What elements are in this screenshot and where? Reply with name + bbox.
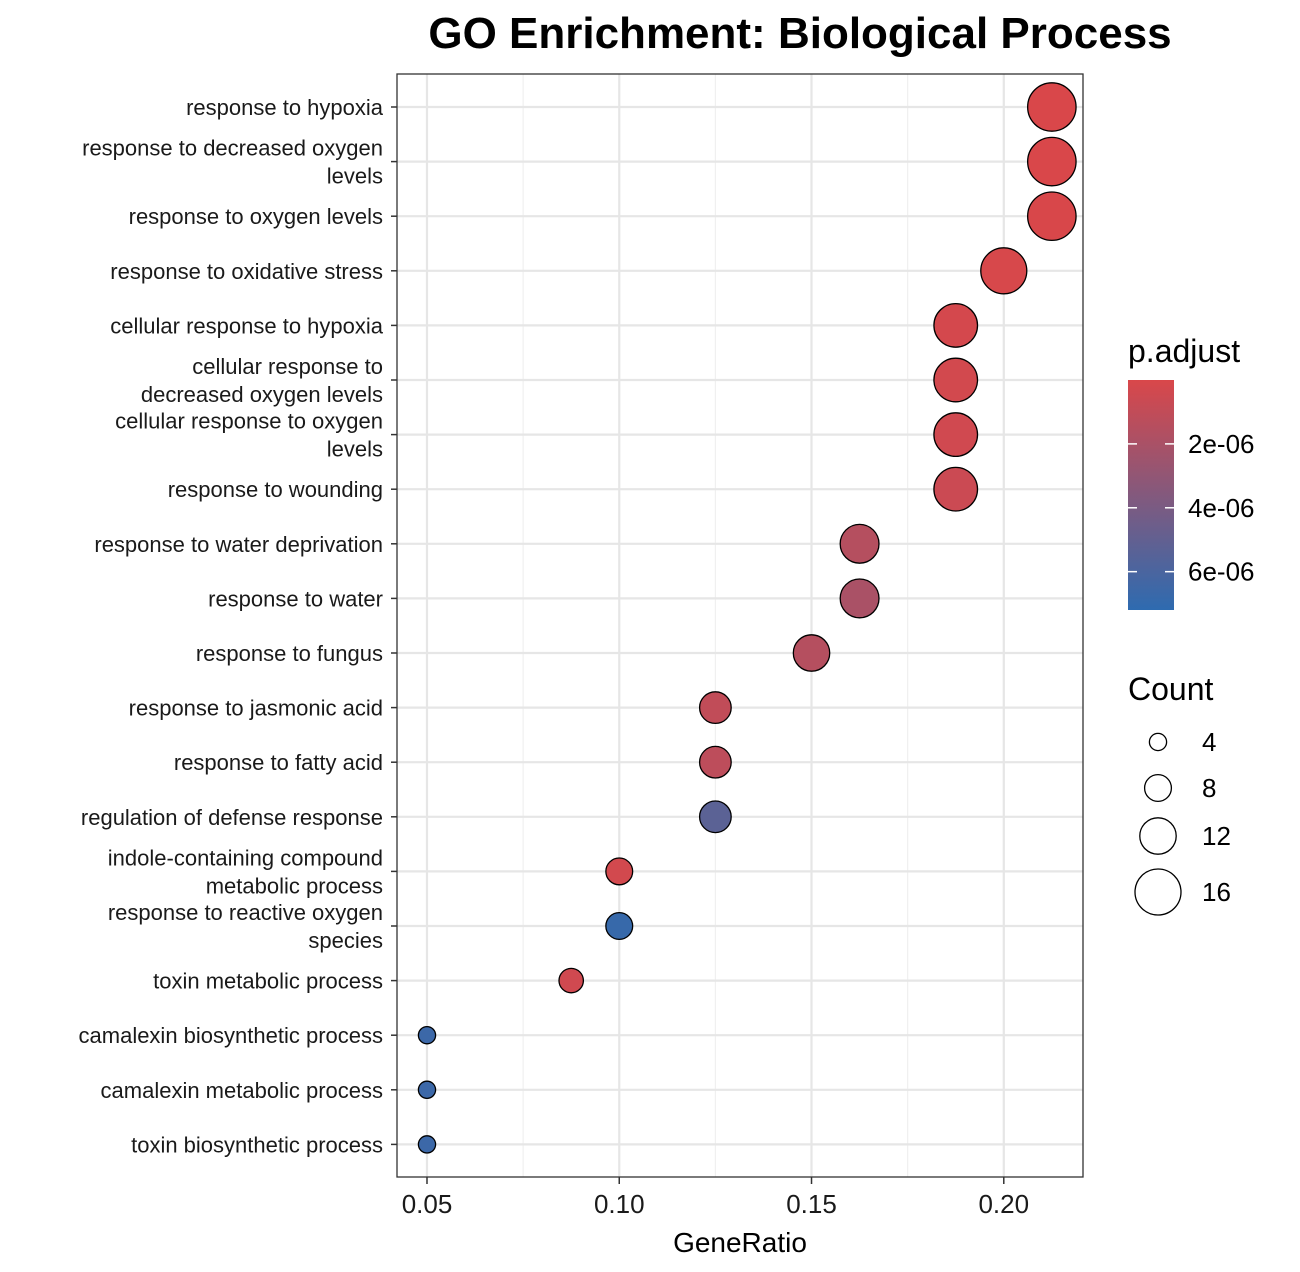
size-legend-key — [1134, 868, 1182, 916]
x-axis: 0.05 0.10 0.15 0.20 — [402, 1177, 1029, 1219]
size-legend-title: Count — [1128, 671, 1214, 707]
data-point — [417, 1025, 437, 1045]
x-tick-label: 0.10 — [594, 1189, 645, 1219]
data-point — [698, 691, 732, 725]
size-legend-label: 8 — [1202, 773, 1216, 803]
y-tick-label: response to decreased oxygen levels — [82, 136, 383, 189]
y-axis: response to hypoxia response to decreased… — [79, 95, 397, 1157]
x-tick-label: 0.15 — [786, 1189, 837, 1219]
y-tick-label: toxin metabolic process — [153, 969, 383, 994]
x-tick-label: 0.05 — [402, 1189, 453, 1219]
y-tick-label: regulation of defense response — [81, 805, 383, 830]
data-point — [933, 357, 979, 403]
color-legend: p.adjust 2e-06 4e-06 6e-06 — [1128, 333, 1255, 610]
color-legend-label: 2e-06 — [1188, 429, 1255, 459]
data-point — [417, 1135, 437, 1154]
y-tick-label: response to fungus — [196, 641, 383, 666]
y-tick-label: indole-containing compound metabolic proc… — [108, 845, 383, 898]
size-legend-key — [1143, 773, 1173, 803]
data-point — [1027, 136, 1077, 187]
y-tick-label: response to wounding — [168, 477, 383, 502]
chart-title: GO Enrichment: Biological Process — [428, 9, 1171, 58]
data-point — [417, 1080, 437, 1100]
y-tick-label: camalexin biosynthetic process — [79, 1023, 383, 1048]
size-legend-label: 16 — [1202, 877, 1231, 907]
y-tick-label: response to water deprivation — [94, 532, 383, 557]
x-tick-label: 0.20 — [978, 1189, 1029, 1219]
size-legend-label: 4 — [1202, 727, 1216, 757]
size-legend-label: 12 — [1202, 821, 1231, 851]
y-tick-label: response to jasmonic acid — [129, 696, 383, 721]
y-tick-label: cellular response to decreased oxygen lev… — [141, 354, 383, 407]
data-point — [839, 578, 880, 619]
color-bar — [1128, 380, 1174, 610]
y-tick-label: response to water — [208, 586, 383, 611]
y-tick-label: cellular response to hypoxia — [110, 313, 383, 338]
y-tick-label: toxin biosynthetic process — [131, 1132, 383, 1157]
data-point — [605, 911, 634, 941]
color-legend-title: p.adjust — [1128, 333, 1240, 369]
data-point — [698, 800, 732, 834]
data-point — [933, 302, 979, 348]
data-point — [698, 745, 732, 779]
size-legend: Count 4 8 12 16 — [1128, 671, 1231, 916]
data-point — [605, 857, 634, 886]
y-tick-label: cellular response to oxygen levels — [115, 409, 383, 462]
y-tick-label: response to reactive oxygen species — [108, 900, 383, 953]
data-point — [558, 967, 585, 994]
data-point — [792, 634, 831, 672]
data-point — [933, 412, 979, 458]
y-tick-label: response to hypoxia — [186, 95, 384, 120]
data-point — [1027, 191, 1077, 242]
data-point — [933, 466, 979, 512]
plot-panel — [396, 73, 1084, 1178]
color-legend-label: 6e-06 — [1188, 557, 1255, 587]
data-point — [839, 523, 880, 564]
size-legend-key — [1148, 732, 1168, 752]
y-tick-label: camalexin metabolic process — [101, 1078, 383, 1103]
x-axis-title: GeneRatio — [673, 1227, 807, 1258]
color-legend-label: 4e-06 — [1188, 493, 1255, 523]
data-point — [980, 247, 1028, 295]
panel-border — [396, 73, 1084, 1178]
y-tick-label: response to oxidative stress — [110, 259, 383, 284]
y-tick-label: response to oxygen levels — [129, 204, 383, 229]
y-tick-label: response to fatty acid — [174, 750, 383, 775]
data-point — [1027, 82, 1077, 132]
size-legend-key — [1139, 817, 1177, 855]
